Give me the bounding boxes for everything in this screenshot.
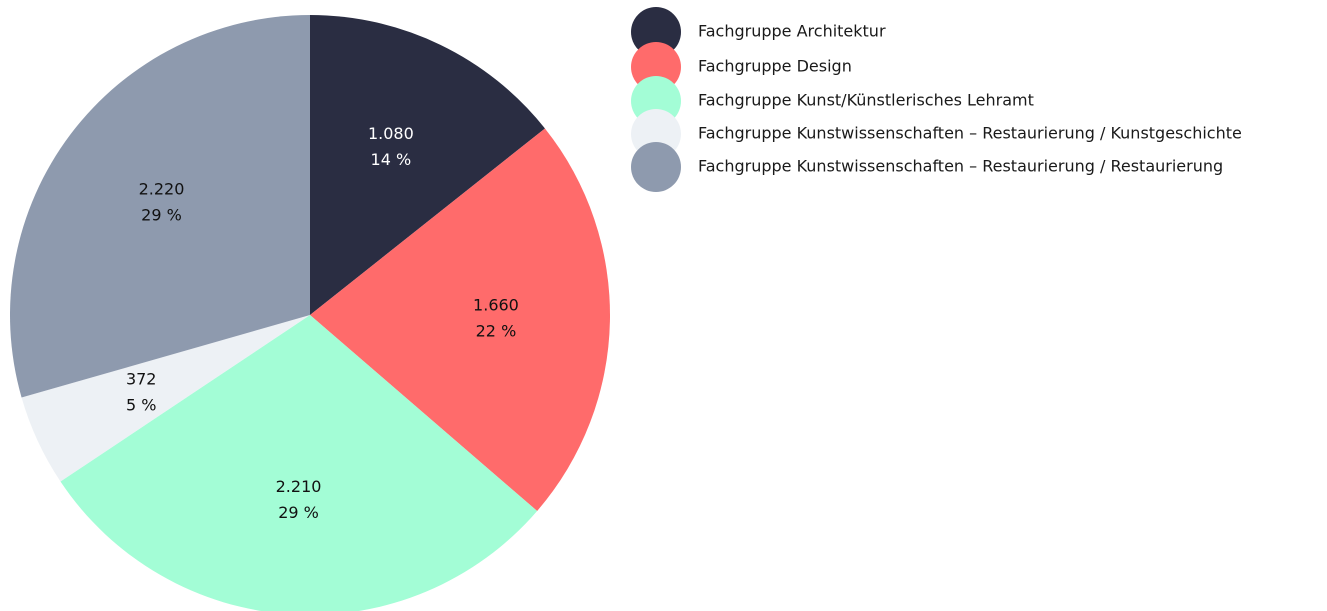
legend-swatch	[631, 142, 681, 192]
value-label: 372	[126, 370, 157, 389]
pie-slice	[21, 315, 311, 482]
percentage-label: 29 %	[278, 503, 319, 522]
legend-label: Fachgruppe Architektur	[698, 22, 886, 41]
legend-swatch	[631, 7, 681, 57]
legend-label: Fachgruppe Kunstwissenschaften – Restaur…	[698, 124, 1242, 143]
pie-slice	[310, 128, 610, 511]
pie-slice	[60, 315, 538, 611]
percentage-label: 5 %	[126, 396, 156, 415]
legend-label: Fachgruppe Kunstwissenschaften – Restaur…	[698, 157, 1223, 176]
pie-slice	[310, 15, 545, 315]
value-label: 1.080	[368, 124, 414, 143]
legend-label: Fachgruppe Design	[698, 57, 852, 76]
legend-label: Fachgruppe Kunst/Künstlerisches Lehramt	[698, 91, 1034, 110]
percentage-label: 14 %	[371, 150, 412, 169]
pie-slice	[9, 15, 310, 398]
percentage-label: 22 %	[476, 321, 517, 340]
value-label: 2.220	[139, 180, 185, 199]
value-label: 1.660	[473, 295, 519, 314]
percentage-label: 29 %	[141, 206, 182, 225]
value-label: 2.210	[276, 477, 322, 496]
